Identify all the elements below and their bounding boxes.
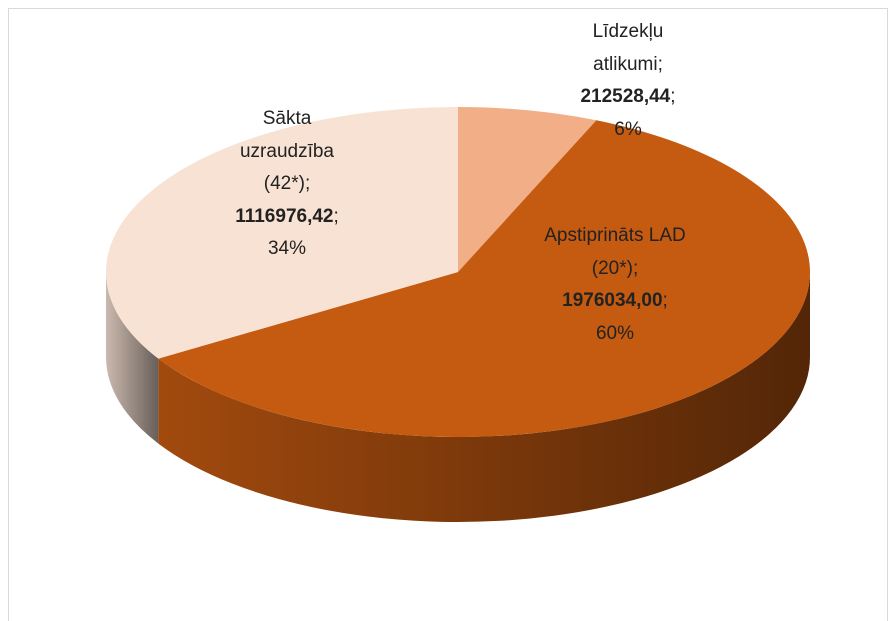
slice-side bbox=[158, 272, 811, 522]
separator: ; bbox=[632, 257, 639, 279]
data-label: Līdzekļu atlikumi; 212528,44; 6% bbox=[563, 16, 693, 146]
slice-side bbox=[106, 272, 159, 444]
slice bbox=[158, 120, 811, 437]
category-name: Apstiprināts LAD (20*) bbox=[544, 225, 686, 279]
label-line: 1976034,00; bbox=[530, 285, 700, 318]
data-label: Sākta uzraudzība (42*); 1116976,42; 34% bbox=[222, 103, 352, 266]
percent-label: 6% bbox=[614, 118, 642, 140]
percent-label: 60% bbox=[595, 322, 635, 344]
category-name: Līdzekļu atlikumi bbox=[592, 21, 664, 75]
label-line: Līdzekļu atlikumi; bbox=[563, 16, 693, 81]
separator: ; bbox=[657, 53, 663, 75]
slice bbox=[458, 107, 597, 272]
separator: ; bbox=[670, 86, 676, 107]
label-line: Apstiprināts LAD (20*); bbox=[530, 220, 700, 285]
label-line: 60% bbox=[530, 318, 700, 351]
category-name: Sākta uzraudzība (42*) bbox=[239, 108, 334, 194]
slice bbox=[106, 107, 458, 359]
label-line: 1116976,42; bbox=[222, 201, 352, 234]
label-line: 34% bbox=[222, 233, 352, 266]
chart-border bbox=[8, 8, 888, 621]
data-label: Apstiprināts LAD (20*); 1976034,00; 60% bbox=[530, 220, 700, 350]
separator: ; bbox=[304, 173, 311, 194]
value-label: 1116976,42 bbox=[235, 205, 334, 227]
value-label: 1976034,00 bbox=[562, 290, 663, 311]
percent-label: 34% bbox=[267, 238, 307, 259]
label-line: Sākta uzraudzība (42*); bbox=[222, 103, 352, 201]
label-line: 6% bbox=[563, 114, 693, 147]
label-line: 212528,44; bbox=[563, 81, 693, 114]
value-label: 212528,44 bbox=[580, 86, 671, 107]
separator: ; bbox=[662, 290, 668, 311]
separator: ; bbox=[333, 205, 339, 227]
